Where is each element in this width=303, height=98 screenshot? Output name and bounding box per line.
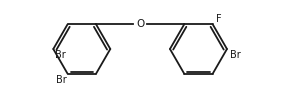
Text: Br: Br [56,75,67,85]
Text: O: O [136,19,144,29]
Text: Br: Br [55,50,65,60]
Text: Br: Br [230,50,241,60]
Text: F: F [216,14,221,24]
